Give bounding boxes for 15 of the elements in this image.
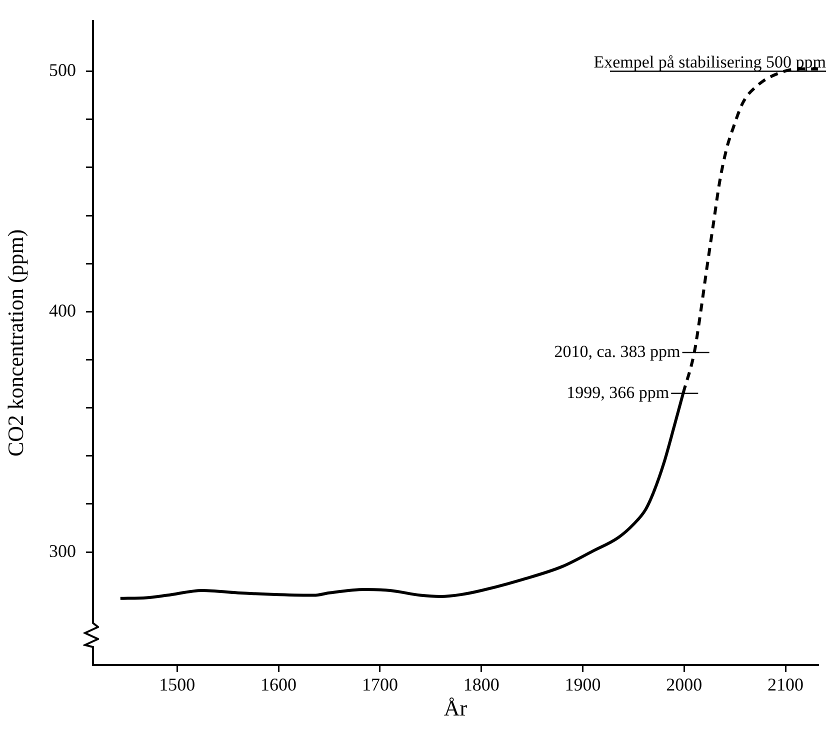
x-tick-label: 1500 [159,674,196,695]
x-axis-title: År [444,696,468,721]
y-tick-label: 400 [49,300,76,320]
y-axis-title: CO2 koncentration (ppm) [2,229,28,457]
y-tick-label: 500 [49,60,76,80]
annotation: 1999, 366 ppm [566,382,670,402]
x-tick-label: 1800 [463,674,500,695]
annotation: 2010, ca. 383 ppm [554,342,680,361]
x-tick-label: 1900 [564,674,601,695]
y-tick-label: 300 [49,540,76,561]
ref-line-label: Exempel på stabilisering 500 ppm [594,52,826,72]
x-tick-label: 2100 [768,674,804,695]
x-tick-label: 1700 [362,674,398,695]
x-tick-label: 2000 [666,674,702,695]
x-tick-label: 1600 [260,674,297,695]
